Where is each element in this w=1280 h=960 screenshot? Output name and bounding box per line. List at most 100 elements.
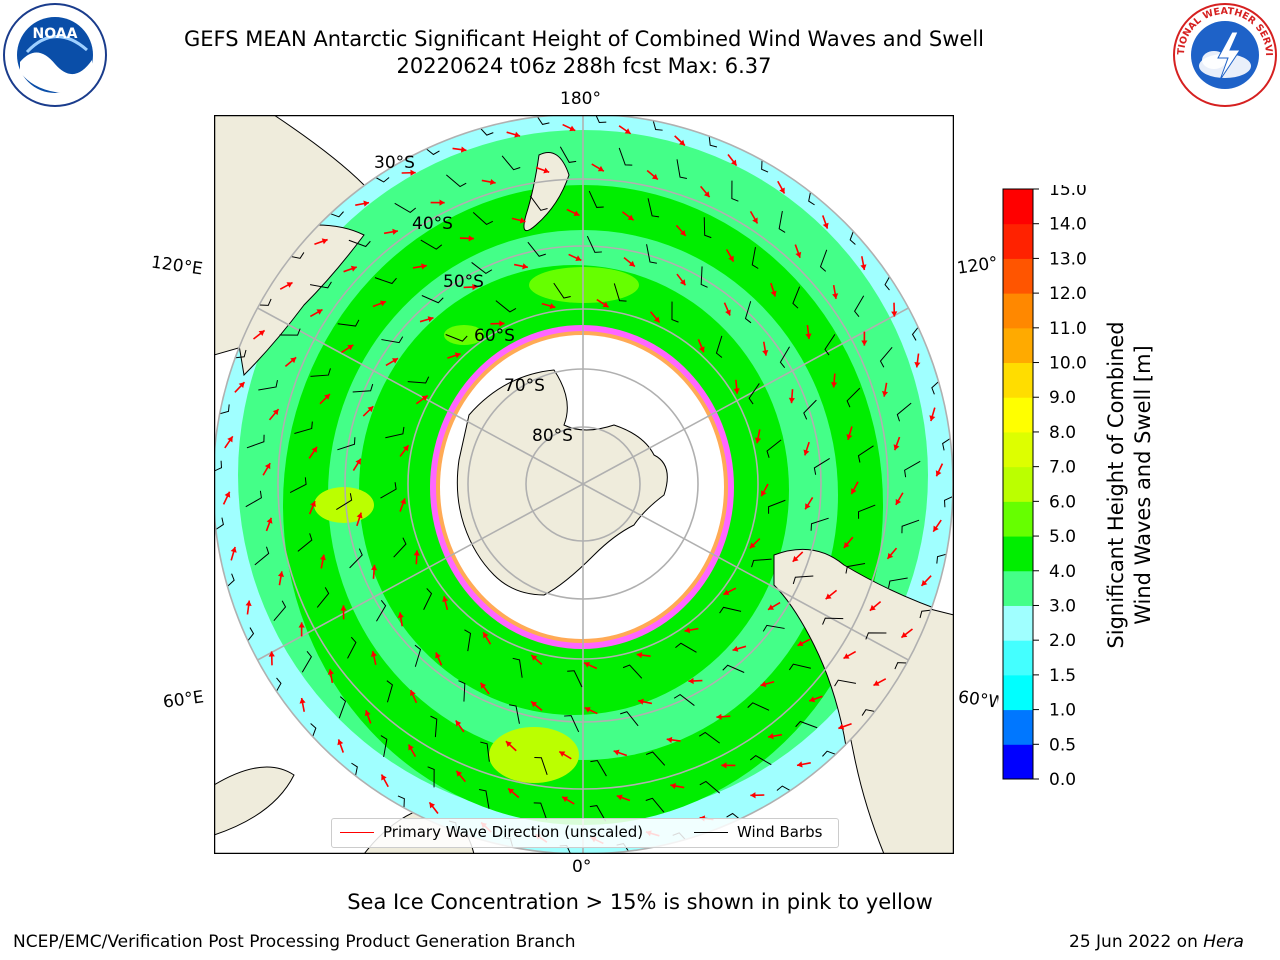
wind-barb (901, 519, 920, 534)
wind-barb (446, 174, 467, 188)
wind-barb (430, 715, 438, 738)
wave-arrow-head (456, 770, 463, 777)
wave-arrow-head (584, 706, 591, 713)
colorbar-tick-label: 1.5 (1049, 666, 1076, 686)
colorbar-swatch (1003, 362, 1033, 398)
wind-barb (553, 282, 571, 299)
wave-arrow-head (627, 214, 634, 221)
wind-barb (768, 499, 786, 514)
wave-arrow-head (575, 255, 582, 262)
wave-arrow-head (454, 352, 461, 359)
wind-barb (618, 147, 633, 166)
wave-arrow-head (651, 173, 658, 180)
wind-barb (533, 802, 548, 821)
colorbar-tick-label: 10.0 (1049, 354, 1087, 374)
wave-arrow-head (638, 698, 644, 705)
wind-barb (301, 650, 312, 673)
map-panel: 30°S 40°S 50°S 60°S 70°S 80°S (214, 115, 954, 854)
wind-barb (501, 155, 521, 171)
wave-arrow-head (298, 622, 305, 628)
wave-arrow-head (299, 697, 306, 704)
colorbar-tick-label: 3.0 (1049, 596, 1076, 616)
wave-arrow-head (933, 525, 939, 532)
colorbar-swatch (1003, 431, 1033, 468)
wave-arrow-head (728, 255, 734, 262)
footer-credit: NCEP/EMC/Verification Post Processing Pr… (13, 932, 576, 952)
wave-arrow-head (531, 655, 538, 661)
colorbar-tick-label: 14.0 (1049, 215, 1087, 235)
colorbar-swatch (1003, 293, 1033, 329)
wind-barb (245, 490, 262, 508)
colorbar-swatch (1003, 223, 1033, 259)
legend-item-wave-direction: Primary Wave Direction (unscaled) (340, 823, 643, 841)
wave-arrow-head (725, 309, 731, 316)
wave-arrow-head (472, 283, 478, 291)
wave-arrow-head (584, 662, 591, 668)
wave-arrow-head (636, 652, 643, 659)
wave-arrow-head (914, 361, 921, 368)
wind-barb (700, 266, 708, 288)
colorbar-swatch (1003, 674, 1033, 711)
wave-arrow-head (732, 645, 739, 652)
wind-barb (795, 720, 818, 729)
colorbar-swatch (1003, 327, 1033, 364)
wave-arrow-head (319, 554, 326, 561)
wave-arrow-head (522, 263, 528, 270)
wave-arrow-head (843, 542, 850, 548)
wind-barb (458, 680, 466, 702)
wind-barb (564, 715, 580, 733)
wave-arrow-head (809, 696, 816, 703)
colorbar-tick-label: 4.0 (1049, 562, 1076, 582)
land-africa-south (214, 766, 295, 836)
wind-barb (258, 380, 278, 391)
colorbar-label-line2: Wind Waves and Swell [m] (1131, 345, 1155, 625)
wave-arrow-head (505, 741, 512, 748)
colorbar-tick-label: 12.0 (1049, 284, 1087, 304)
colorbar-tick-label: 9.0 (1049, 388, 1076, 408)
wind-barb (294, 421, 313, 434)
wave-arrow-head (761, 490, 767, 497)
wind-barb (381, 336, 404, 344)
wind-barb (620, 711, 639, 727)
wind-barb (349, 548, 363, 569)
wave-arrow-head (245, 600, 252, 607)
wave-arrow-head (733, 388, 740, 394)
wind-barb (352, 383, 374, 393)
wave-arrow-head (723, 589, 730, 595)
lon-label-180: 180° (560, 89, 601, 109)
wind-barb (472, 211, 494, 226)
wave-arrow-head (795, 251, 802, 258)
wind-barb (214, 460, 223, 476)
wind-barb (904, 460, 921, 478)
wind-barb (778, 210, 786, 233)
wave-arrow-head (429, 802, 436, 809)
wave-arrow-head (316, 309, 323, 315)
wave-arrow-head (483, 632, 489, 639)
wind-barb (722, 664, 745, 673)
wave-arrow-head (272, 409, 279, 416)
wind-barb (509, 704, 520, 724)
wave-arrow-head (754, 437, 762, 444)
wave-arrow-head (628, 260, 635, 267)
colorbar-swatch (1003, 397, 1033, 433)
wave-arrow-head (421, 263, 427, 270)
wave-arrow-head (258, 330, 265, 337)
wind-barb (376, 599, 387, 622)
wind-barb (673, 694, 695, 706)
wind-barb (622, 664, 643, 679)
colorbar-swatch (1003, 570, 1033, 606)
colorbar-tick-label: 6.0 (1049, 492, 1076, 512)
wind-barb (699, 780, 720, 794)
lat-label-50s: 50°S (443, 272, 484, 292)
wave-arrow-head (779, 187, 785, 194)
wave-arrow-head (805, 503, 811, 510)
wave-arrow-head (400, 498, 407, 505)
wind-barb (527, 241, 546, 257)
wave-arrow-head (873, 680, 880, 686)
sea-ice-note: Sea Ice Concentration > 15% is shown in … (347, 890, 933, 914)
wave-arrow-head (670, 782, 677, 790)
wind-barb (824, 334, 836, 356)
wind-barb (646, 244, 657, 264)
wind-barb (495, 300, 517, 313)
colorbar-tick-label: 13.0 (1049, 249, 1087, 269)
